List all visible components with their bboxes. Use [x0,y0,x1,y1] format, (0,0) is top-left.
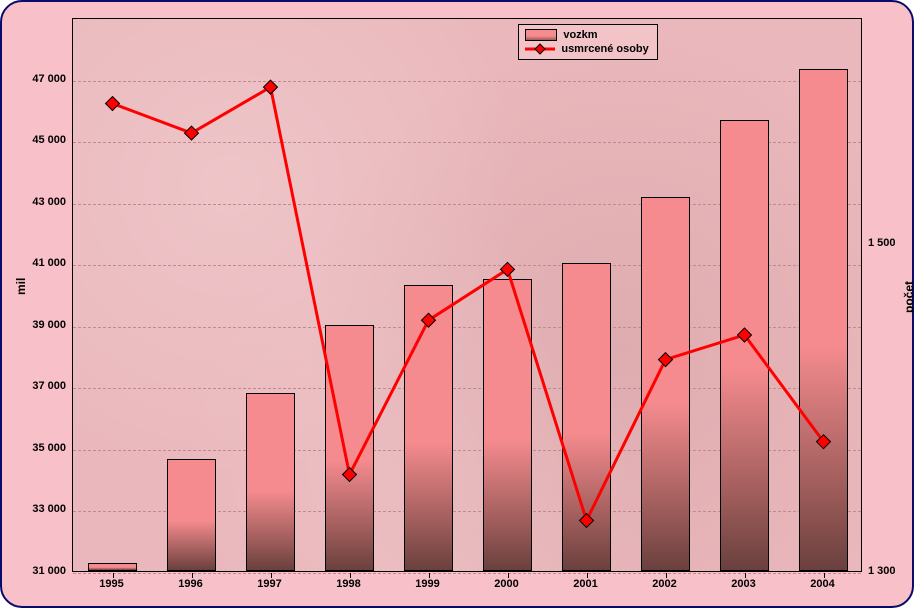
line-marker [343,468,357,482]
y-axis-left-title: mil [14,278,28,295]
legend-line-swatch [525,43,555,55]
y-right-tick: 1 500 [868,237,896,249]
y-left-tick: 39 000 [22,319,66,331]
x-tick: 2000 [482,578,532,590]
line-marker [106,97,120,111]
y-left-tick: 31 000 [22,565,66,577]
chart-frame: mil počet vozkm usmrcené osoby 31 000 33 … [0,0,914,608]
legend: vozkm usmrcené osoby [518,24,657,60]
x-tick: 2002 [640,578,690,590]
y-left-tick: 37 000 [22,380,66,392]
x-tick: 1995 [87,578,137,590]
line-marker [659,353,673,367]
x-tick: 1999 [403,578,453,590]
y-left-tick: 41 000 [22,257,66,269]
x-tick: 2003 [719,578,769,590]
line-marker [580,513,594,527]
y-axis-right-title: počet [902,281,914,313]
y-right-tick: 1 300 [868,565,896,577]
legend-item-bars: vozkm [525,28,648,42]
y-left-tick: 47 000 [22,73,66,85]
legend-bar-swatch [525,29,557,41]
legend-bar-label: vozkm [563,29,597,41]
x-tick: 1996 [166,578,216,590]
x-tick: 1997 [245,578,295,590]
plot-area [72,18,862,572]
x-tick: 2004 [798,578,848,590]
line-series [73,19,863,573]
line-marker [185,126,199,140]
legend-item-line: usmrcené osoby [525,42,648,56]
y-left-tick: 43 000 [22,196,66,208]
y-left-tick: 45 000 [22,134,66,146]
line-marker [264,80,278,94]
x-tick: 1998 [324,578,374,590]
y-left-tick: 35 000 [22,442,66,454]
y-left-tick: 33 000 [22,503,66,515]
legend-line-label: usmrcené osoby [561,43,648,55]
x-tick: 2001 [561,578,611,590]
